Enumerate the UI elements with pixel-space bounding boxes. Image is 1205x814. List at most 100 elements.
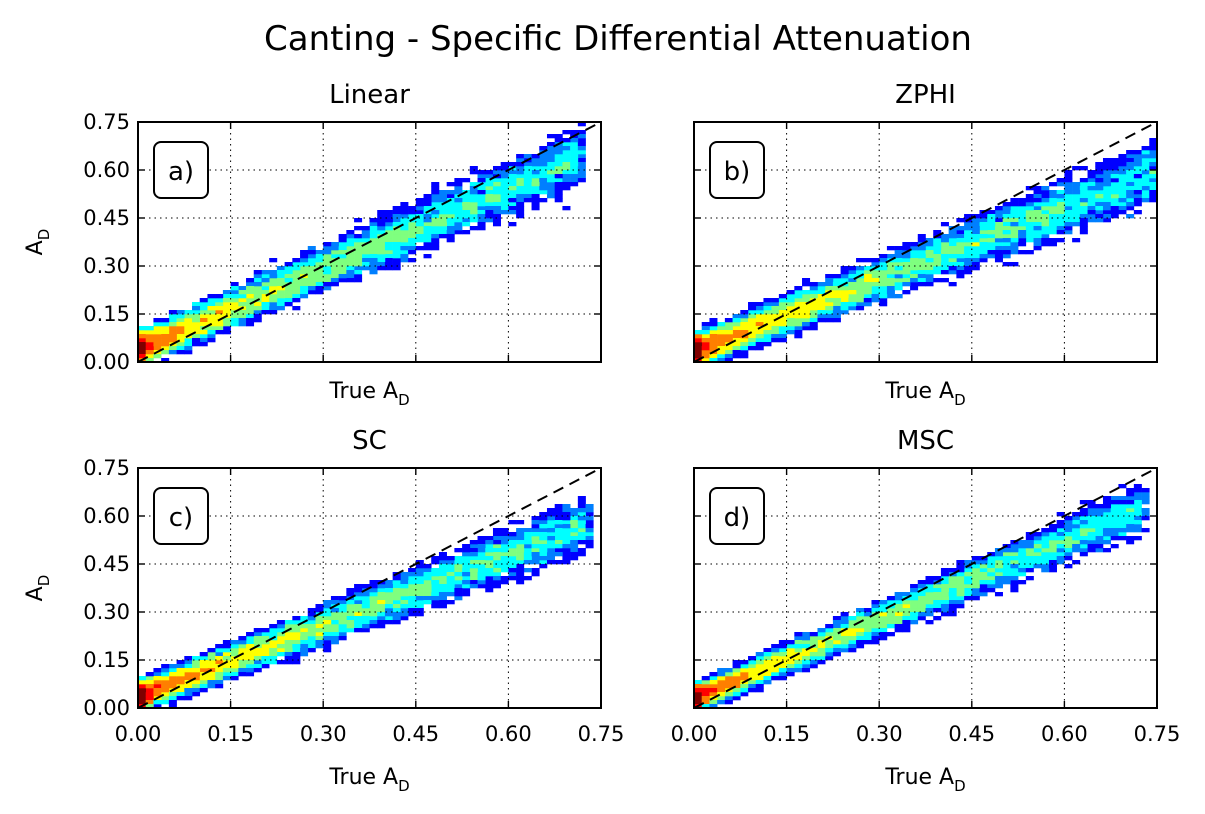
histogram-cell (940, 608, 949, 613)
histogram-cell (1018, 234, 1027, 239)
histogram-cell (802, 636, 811, 641)
histogram-cell (1102, 178, 1111, 183)
histogram-cell (971, 266, 980, 271)
histogram-cell (701, 322, 710, 327)
histogram-cell (546, 508, 555, 513)
histogram-cell (732, 676, 741, 681)
x-tick-label: 0.45 (948, 722, 995, 746)
histogram-cell (701, 358, 710, 362)
histogram-cell (809, 290, 818, 295)
histogram-cell (1002, 218, 1011, 223)
histogram-cell (238, 294, 247, 299)
histogram-cell (1149, 194, 1157, 199)
histogram-cell (192, 688, 201, 693)
histogram-cell (446, 572, 455, 577)
histogram-cell (1102, 520, 1111, 525)
histogram-cell (1141, 178, 1150, 183)
histogram-cell (1133, 516, 1142, 521)
histogram-cell (840, 644, 849, 649)
histogram-cell (994, 214, 1003, 219)
histogram-cell (948, 230, 957, 235)
histogram-cell (1048, 202, 1057, 207)
histogram-cell (1002, 238, 1011, 243)
histogram-cell (408, 604, 417, 609)
histogram-cell (531, 190, 540, 195)
histogram-cell (1126, 174, 1135, 179)
histogram-cell (1018, 210, 1027, 215)
histogram-cell (361, 628, 370, 633)
histogram-cell (207, 294, 216, 299)
histogram-cell (570, 174, 579, 179)
histogram-cell (485, 560, 494, 565)
histogram-cell (246, 282, 255, 287)
histogram-cell (377, 604, 386, 609)
histogram-cell (284, 624, 293, 629)
histogram-cell (701, 692, 710, 697)
histogram-cell (894, 294, 903, 299)
histogram-cell (1002, 262, 1011, 267)
histogram-cell (732, 330, 741, 335)
histogram-cell (485, 182, 494, 187)
histogram-cell (431, 596, 440, 601)
histogram-cell (794, 668, 803, 673)
histogram-cell (276, 282, 285, 287)
histogram-cell (192, 322, 201, 327)
histogram-cell (168, 700, 177, 705)
histogram-cell (138, 676, 147, 681)
histogram-cell (323, 632, 332, 637)
histogram-cell (384, 262, 393, 267)
histogram-cell (338, 604, 347, 609)
histogram-cell (1048, 182, 1057, 187)
histogram-cell (168, 330, 177, 335)
histogram-cell (431, 588, 440, 593)
histogram-cell (1079, 214, 1088, 219)
identity-line (693, 467, 1158, 709)
histogram-cell (292, 652, 301, 657)
histogram-cell (508, 174, 517, 179)
histogram-cell (1025, 250, 1034, 255)
histogram-cell (184, 350, 193, 355)
histogram-cell (346, 266, 355, 271)
histogram-cell (825, 644, 834, 649)
histogram-cell (462, 222, 471, 227)
histogram-cell (184, 314, 193, 319)
histogram-cell (570, 508, 579, 513)
histogram-cell (1133, 154, 1142, 159)
histogram-cell (964, 592, 973, 597)
histogram-cell (832, 620, 841, 625)
histogram-cell (933, 246, 942, 251)
histogram-cell (577, 528, 586, 533)
histogram-cell (917, 278, 926, 283)
histogram-cell (469, 218, 478, 223)
histogram-cell (863, 298, 872, 303)
histogram-cell (794, 302, 803, 307)
histogram-cell (717, 688, 726, 693)
histogram-cell (1102, 190, 1111, 195)
histogram-cell (222, 318, 231, 323)
histogram-cell (585, 520, 594, 525)
histogram-cell (748, 660, 757, 665)
histogram-cell (168, 664, 177, 669)
histogram-cell (1048, 210, 1057, 215)
histogram-cell (755, 334, 764, 339)
histogram-cell (840, 266, 849, 271)
histogram-cell (138, 342, 147, 347)
histogram-cell (701, 684, 710, 689)
histogram-cell (856, 612, 865, 617)
histogram-cell (778, 306, 787, 311)
histogram-cell (1025, 210, 1034, 215)
histogram-cell (724, 680, 733, 685)
histogram-cell (222, 656, 231, 661)
histogram-cell (577, 500, 586, 505)
histogram-cell (454, 568, 463, 573)
histogram-cell (462, 210, 471, 215)
histogram-cell (477, 552, 486, 557)
histogram-cell (261, 282, 270, 287)
histogram-cell (925, 596, 934, 601)
histogram-cell (238, 314, 247, 319)
histogram-cell (832, 278, 841, 283)
x-axis-label-subscript: D (954, 391, 966, 409)
histogram-cell (577, 142, 586, 147)
histogram-cell (215, 302, 224, 307)
histogram-cell (987, 234, 996, 239)
